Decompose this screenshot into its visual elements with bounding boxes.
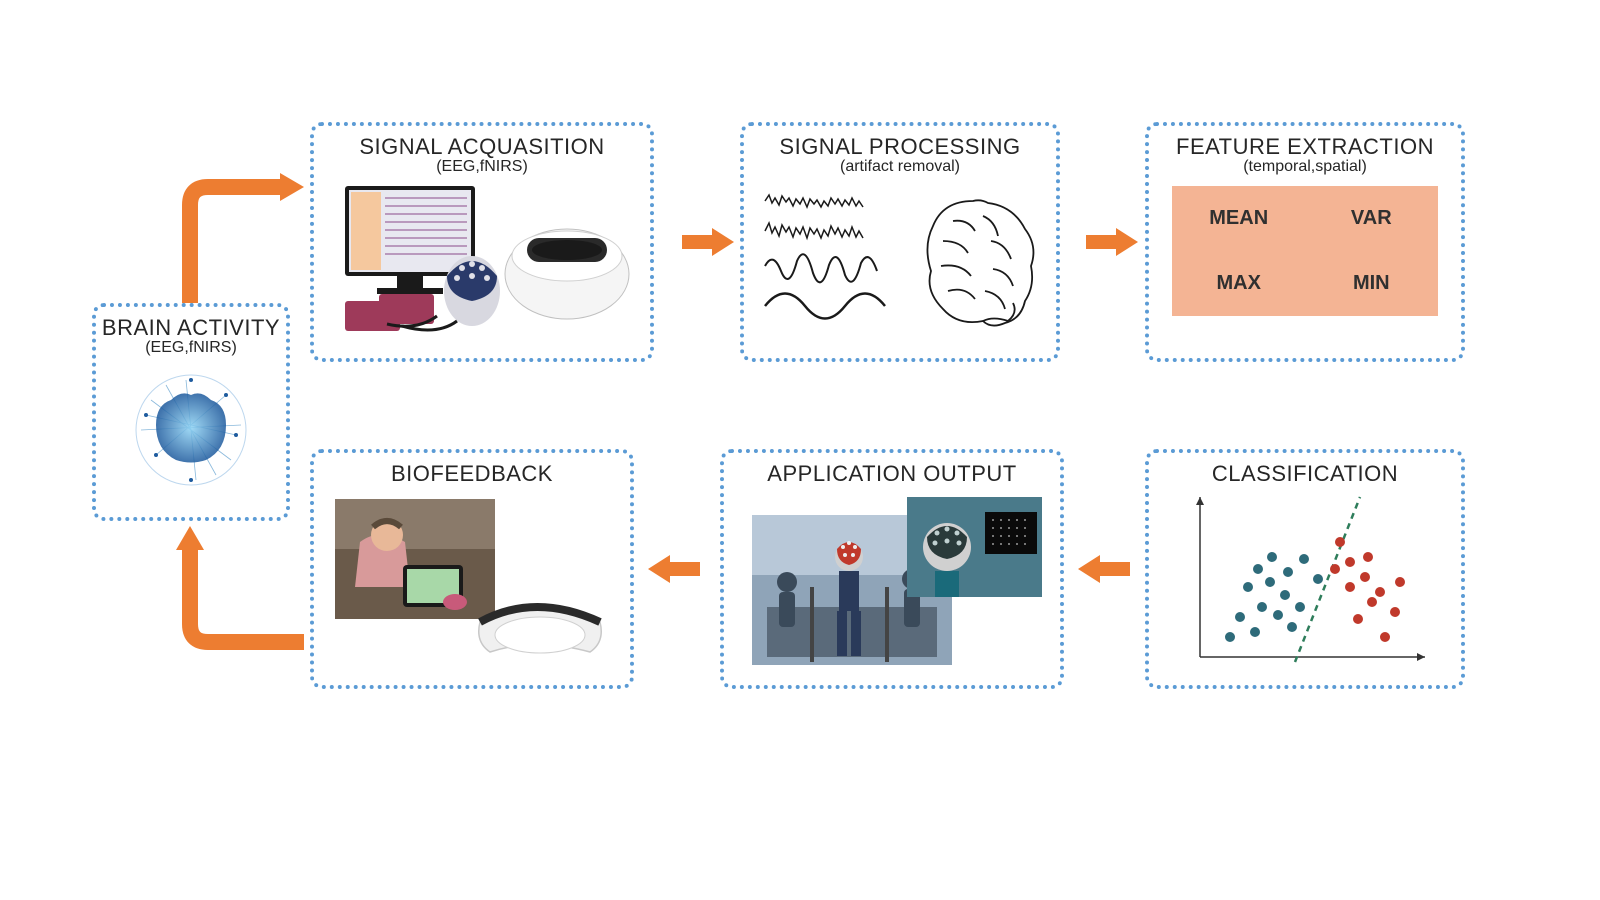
box-brain-activity: BRAIN ACTIVITY (EEG,fNIRS) <box>92 303 290 521</box>
eeg-equipment-icon <box>327 176 637 341</box>
biofeedback-title: BIOFEEDBACK <box>391 461 553 487</box>
rehab-photos-icon <box>737 487 1047 677</box>
signal-acquisition-subtitle: (EEG,fNIRS) <box>436 158 528 176</box>
box-feature-extraction: FEATURE EXTRACTION (temporal,spatial) ME… <box>1145 122 1465 362</box>
arrow-app-to-bio <box>648 555 670 583</box>
feature-max: MAX <box>1216 272 1260 295</box>
signal-processing-subtitle: (artifact removal) <box>840 158 960 176</box>
application-output-title: APPLICATION OUTPUT <box>767 461 1016 487</box>
feature-extraction-title: FEATURE EXTRACTION <box>1176 134 1434 160</box>
classification-title: CLASSIFICATION <box>1212 461 1398 487</box>
feature-grid: MEAN VAR MAX MIN <box>1172 186 1437 316</box>
feature-mean: MEAN <box>1209 207 1268 230</box>
brain-network-icon <box>126 365 256 495</box>
box-biofeedback: BIOFEEDBACK <box>310 449 634 689</box>
arrow-brain-to-acquisition <box>172 165 312 310</box>
arrow-proc-to-feat <box>1116 228 1138 256</box>
box-signal-processing: SIGNAL PROCESSING (artifact removal) <box>740 122 1060 362</box>
biofeedback-icon <box>325 487 620 677</box>
box-application-output: APPLICATION OUTPUT <box>720 449 1064 689</box>
scatter-plot-icon <box>1175 487 1435 672</box>
arrow-bio-to-brain <box>172 520 312 665</box>
brain-activity-title: BRAIN ACTIVITY <box>102 315 280 341</box>
box-signal-acquisition: SIGNAL ACQUASITION (EEG,fNIRS) <box>310 122 654 362</box>
signal-acquisition-title: SIGNAL ACQUASITION <box>359 134 604 160</box>
feature-min: MIN <box>1353 272 1390 295</box>
brain-activity-subtitle: (EEG,fNIRS) <box>145 339 237 357</box>
feature-extraction-subtitle: (temporal,spatial) <box>1243 158 1367 176</box>
arrow-class-to-app <box>1078 555 1100 583</box>
feature-var: VAR <box>1351 207 1392 230</box>
arrow-acq-to-proc <box>712 228 734 256</box>
waveform-brain-icon <box>755 176 1045 341</box>
box-classification: CLASSIFICATION <box>1145 449 1465 689</box>
signal-processing-title: SIGNAL PROCESSING <box>779 134 1020 160</box>
